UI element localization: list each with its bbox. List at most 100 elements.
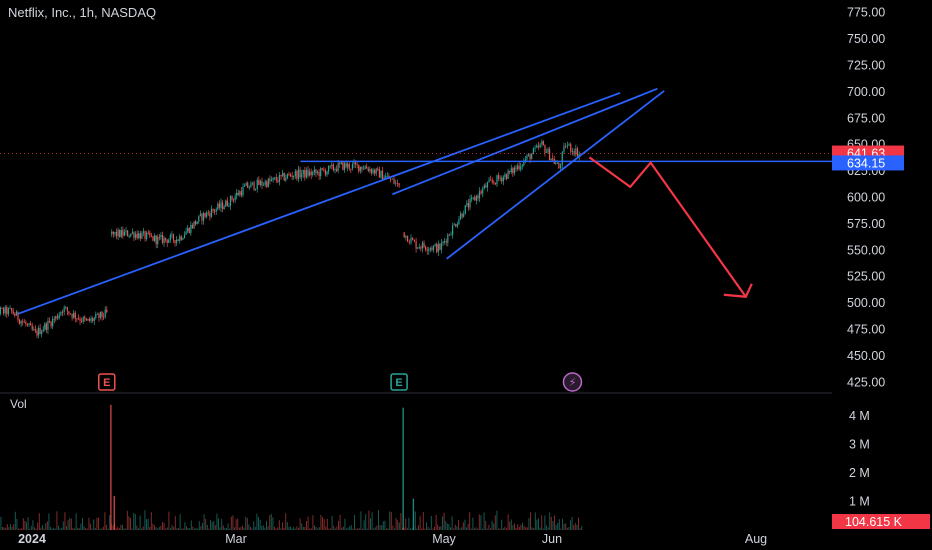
- volume-bar: [219, 527, 221, 530]
- volume-bar: [67, 519, 69, 530]
- volume-last-badge-label: 104.615 K: [845, 515, 903, 529]
- volume-bar: [141, 528, 143, 530]
- volume-bar: [498, 528, 500, 530]
- volume-bar: [469, 512, 471, 530]
- candle-body: [393, 178, 395, 184]
- volume-bar: [214, 525, 216, 530]
- volume-bar: [568, 526, 570, 530]
- volume-bar: [154, 525, 156, 530]
- volume-bar: [405, 518, 407, 530]
- candle-body: [225, 200, 227, 207]
- price-axis-tick: 700.00: [847, 85, 885, 99]
- volume-bar: [421, 528, 423, 530]
- candle-body: [261, 181, 263, 186]
- volume-bar: [358, 528, 360, 530]
- volume-bar: [344, 518, 346, 530]
- candle-body: [274, 177, 276, 179]
- volume-bar: [315, 527, 317, 530]
- candle-body: [396, 182, 398, 184]
- volume-bar: [72, 527, 74, 530]
- volume-bar: [32, 520, 34, 530]
- volume-bar: [139, 515, 141, 530]
- candle-body: [318, 171, 320, 177]
- volume-bar: [506, 528, 508, 530]
- volume-bar: [526, 527, 528, 530]
- candle-body: [410, 238, 412, 243]
- volume-bar: [216, 513, 218, 530]
- volume-bar: [510, 519, 512, 530]
- candle-body: [291, 175, 293, 178]
- volume-bar: [354, 514, 356, 530]
- candle-body: [206, 212, 208, 217]
- candle-body: [12, 310, 14, 314]
- volume-bar: [294, 528, 296, 530]
- candle-body: [335, 169, 338, 171]
- volume-bar: [392, 525, 394, 530]
- volume-bar: [533, 527, 535, 530]
- volume-bar: [259, 519, 261, 530]
- volume-bar: [14, 511, 16, 530]
- candle-body: [334, 169, 336, 170]
- volume-axis-tick: 1 M: [849, 495, 870, 509]
- candle-body: [210, 208, 213, 217]
- candle-body: [302, 169, 304, 175]
- volume-bar: [411, 528, 413, 530]
- candle-body: [65, 307, 67, 309]
- volume-bar: [467, 523, 469, 530]
- candle-body: [106, 309, 108, 313]
- candle-body: [3, 308, 5, 314]
- candle-body: [483, 185, 485, 189]
- candle-body: [169, 235, 171, 241]
- candle-body: [475, 195, 477, 201]
- candle-body: [191, 224, 194, 229]
- volume-bar: [464, 519, 466, 530]
- volume-bar: [251, 528, 253, 530]
- volume-bar: [382, 521, 384, 530]
- volume-bar: [78, 528, 80, 530]
- volume-bar: [418, 525, 420, 530]
- volume-bar: [245, 516, 247, 530]
- volume-pane-label: Vol: [10, 397, 27, 411]
- candle-body: [277, 180, 279, 182]
- candle-body: [112, 231, 114, 234]
- volume-bar: [134, 514, 136, 530]
- candle-body: [412, 238, 414, 241]
- candle-body: [243, 185, 246, 187]
- volume-bar: [440, 526, 442, 530]
- candle-body: [149, 232, 151, 236]
- candle-body: [390, 178, 392, 180]
- candle-body: [99, 311, 102, 318]
- volume-bar: [475, 527, 477, 530]
- volume-bar: [261, 525, 263, 530]
- volume-bar: [501, 519, 503, 530]
- volume-bar: [550, 516, 552, 530]
- candle-body: [437, 243, 439, 253]
- volume-bar: [347, 527, 349, 530]
- candle-body: [426, 249, 428, 251]
- volume-bar: [333, 525, 335, 530]
- volume-bar: [58, 525, 60, 530]
- volume-bar: [2, 526, 4, 530]
- volume-bar: [160, 525, 162, 530]
- candle-body: [232, 199, 235, 201]
- volume-bar: [310, 528, 312, 530]
- volume-bar: [494, 515, 496, 530]
- candle-body: [28, 323, 30, 325]
- candle-body: [493, 181, 495, 183]
- candle-body: [262, 184, 265, 186]
- candle-body: [95, 314, 97, 319]
- volume-bar: [3, 527, 5, 530]
- candle-body: [174, 240, 176, 244]
- candle-body: [14, 313, 16, 316]
- candle-body: [115, 231, 118, 237]
- candle-body: [130, 233, 132, 237]
- candle-body: [42, 329, 44, 332]
- candle-body: [111, 231, 113, 235]
- volume-bar: [450, 527, 452, 530]
- volume-bar: [94, 527, 96, 530]
- price-axis-tick: 675.00: [847, 111, 885, 125]
- candle-body: [81, 320, 83, 322]
- candle-body: [459, 213, 462, 220]
- candle-body: [41, 331, 43, 335]
